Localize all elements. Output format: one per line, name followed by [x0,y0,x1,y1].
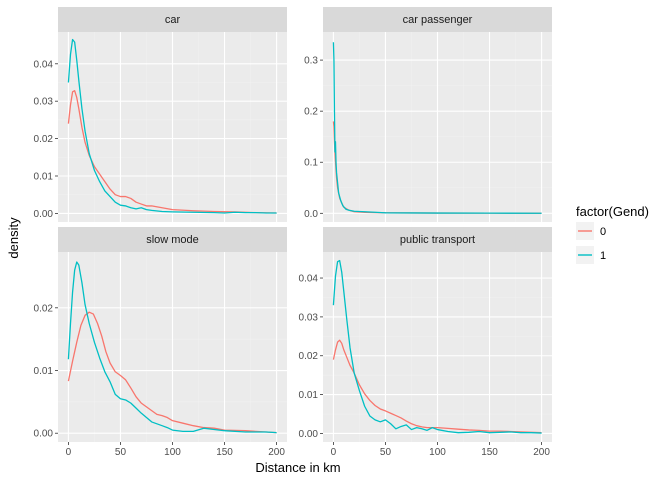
x-axis-title: Distance in km [255,460,340,475]
y-tick-label: 0.1 [304,158,318,169]
y-tick-label: 0.01 [34,171,54,182]
strip-car-passenger [323,7,552,32]
y-tick-label: 0.03 [299,312,319,323]
y-tick-label: 0.01 [299,390,319,401]
y-tick-label: 0.3 [304,56,318,67]
panel-car-passenger: car passenger 0.0 0.1 0.2 0.3 [304,7,552,222]
strip-label-car: car [165,14,181,26]
density-line-public-transport-gend-1 [332,259,542,434]
y-tick-label: 0.02 [34,134,54,145]
strip-car [58,7,287,32]
y-tick-label: 0.02 [299,351,319,362]
legend: factor(Gend) 0 1 [576,204,649,264]
legend-label-1: 1 [600,250,606,262]
y-tick-label: 0.01 [34,366,54,377]
x-tick-label: 50 [380,447,392,458]
y-tick-label: 0.2 [304,107,318,118]
x-tick-label: 100 [164,447,181,458]
strip-public-transport [323,227,552,252]
strip-slow-mode [58,227,287,252]
legend-label-0: 0 [600,226,606,238]
x-tick-label: 200 [268,447,285,458]
strip-label-slow-mode: slow mode [146,234,199,246]
x-tick-label: 150 [216,447,233,458]
density-line-slow-mode-gend-1 [67,261,277,434]
panel-public-transport: public transport 0.00 0.01 0.02 0.03 0.04 0 50 1… [299,227,552,458]
y-tick-label: 0.0 [304,209,318,220]
x-tick-label: 150 [481,447,498,458]
panel-slow-mode: slow mode 0.00 0.01 0.02 0 50 100 150 200 [34,227,287,458]
y-tick-label: 0.04 [299,274,319,285]
legend-title: factor(Gend) [576,204,649,219]
y-tick-label: 0.03 [34,97,54,108]
density-line-car-gend-1 [67,38,277,214]
y-tick-label: 0.04 [34,59,54,70]
x-tick-label: 0 [331,447,337,458]
strip-label-public-transport: public transport [400,234,475,246]
density-line-slow-mode-gend-0 [67,311,277,434]
legend-key-0: 0 [576,222,606,240]
y-tick-label: 0.02 [34,303,54,314]
density-line-car-gend-0 [67,90,277,214]
y-tick-label: 0.00 [34,429,54,440]
y-tick-label: 0.00 [34,209,54,220]
panel-car: car 0.00 0.01 0.02 0.03 0.04 [34,7,287,222]
y-axis-title: density [6,217,21,259]
x-tick-label: 100 [429,447,446,458]
x-tick-label: 200 [533,447,550,458]
density-line-public-transport-gend-0 [332,339,542,434]
y-tick-label: 0.00 [299,429,319,440]
strip-label-car-passenger: car passenger [403,14,473,26]
x-tick-label: 0 [66,447,72,458]
x-tick-label: 50 [115,447,127,458]
density-line-car-passenger-gend-1 [332,42,542,214]
legend-key-1: 1 [576,246,606,264]
